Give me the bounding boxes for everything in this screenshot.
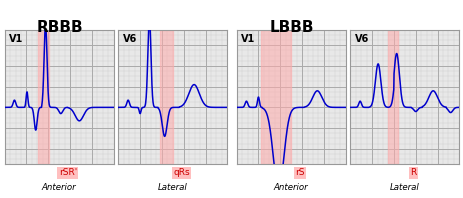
Text: rS: rS xyxy=(294,168,304,177)
Text: RBBB: RBBB xyxy=(37,20,83,35)
Bar xyxy=(38,30,49,164)
Bar xyxy=(159,30,172,164)
Text: V1: V1 xyxy=(9,34,23,44)
Text: Anterior: Anterior xyxy=(273,183,308,192)
Text: Lateral: Lateral xyxy=(389,183,419,192)
Text: R: R xyxy=(410,168,416,177)
Text: Lateral: Lateral xyxy=(157,183,188,192)
Bar xyxy=(260,30,291,164)
Text: Anterior: Anterior xyxy=(42,183,76,192)
Text: V6: V6 xyxy=(122,34,137,44)
Text: V6: V6 xyxy=(354,34,368,44)
Text: rSR': rSR' xyxy=(59,168,77,177)
Bar xyxy=(388,30,397,164)
Text: LBBB: LBBB xyxy=(269,20,314,35)
Text: V1: V1 xyxy=(240,34,255,44)
Text: qRs: qRs xyxy=(173,168,189,177)
